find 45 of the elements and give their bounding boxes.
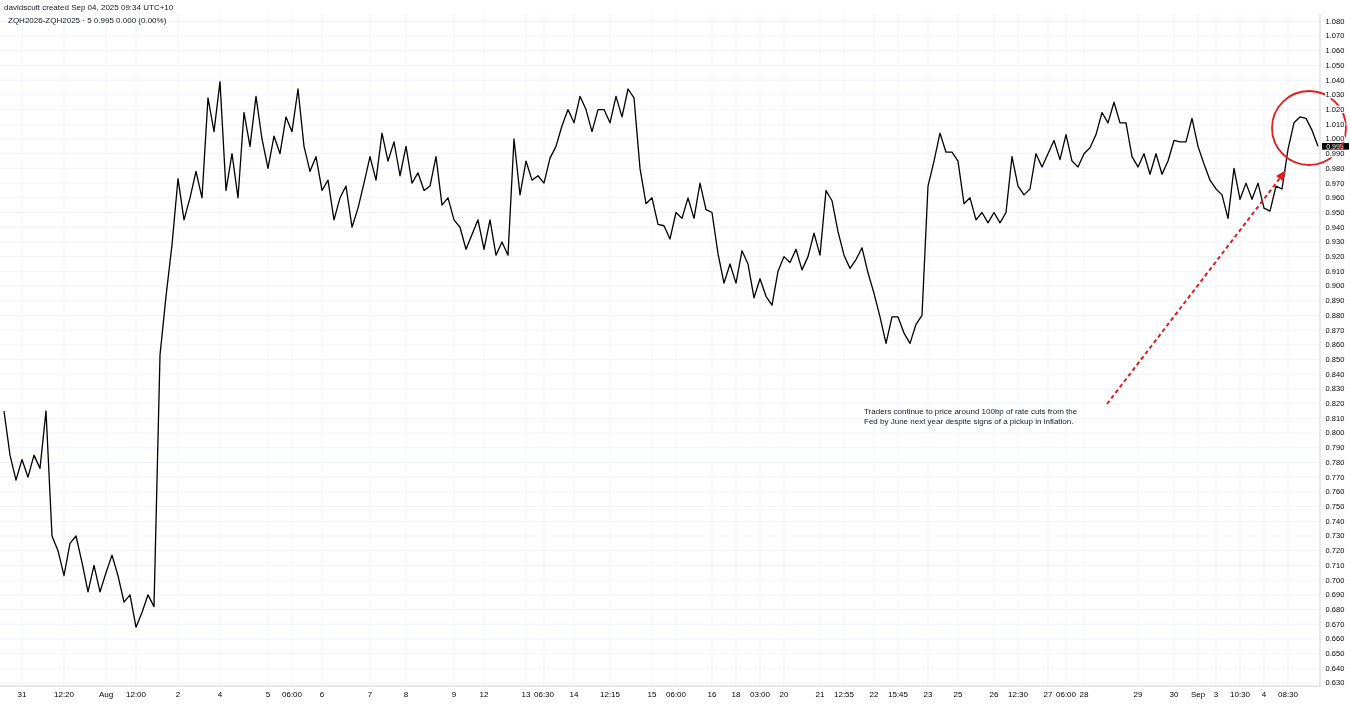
annotation: Traders continue to price around 100bp of rate cuts from the Fed by June next year despite signs of a pickup in inflation. (864, 407, 1078, 426)
x-tick-label: 9 (451, 690, 457, 699)
x-tick-label: 03:00 (749, 690, 771, 699)
x-tick-label: 06:00 (281, 690, 303, 699)
x-tick-label: 31 (17, 690, 27, 699)
x-tick-label: 23 (923, 690, 933, 699)
x-tick-label: 30 (1169, 690, 1179, 699)
x-tick-label: 4 (1261, 690, 1267, 699)
x-tick-label: 08:30 (1277, 690, 1299, 699)
x-tick-label: 10:30 (1229, 690, 1251, 699)
x-tick-label: Sep (1190, 690, 1206, 699)
chart-subtitle: davidscutt created Sep 04, 2025 09:34 UTC+10 (4, 3, 174, 12)
x-tick-label: 22 (869, 690, 879, 699)
x-tick-label: 12:30 (1007, 690, 1029, 699)
x-tick-label: Aug (98, 690, 114, 699)
x-tick-label: 28 (1079, 690, 1089, 699)
x-tick-label: 14 (569, 690, 579, 699)
x-tick-label: 29 (1133, 690, 1143, 699)
line-series (3, 80, 1319, 628)
x-tick-label: 25 (953, 690, 963, 699)
x-tick-label: 5 (265, 690, 271, 699)
x-tick-label: 21 (815, 690, 825, 699)
x-tick-label: 12:00 (125, 690, 147, 699)
x-tick-label: 16 (707, 690, 717, 699)
chart-title: ZQH2026-ZQH2025 · 5 0.995 0.000 (0.00%) (8, 16, 167, 25)
x-tick-label: 6 (319, 690, 325, 699)
x-tick-label: 12 (479, 690, 489, 699)
x-tick-label: 7 (367, 690, 373, 699)
x-tick-label: 15 (647, 690, 657, 699)
x-tick-label: 8 (403, 690, 409, 699)
x-tick-label: 12:20 (53, 690, 75, 699)
x-tick-label: 4 (217, 690, 223, 699)
x-tick-label: 3 (1213, 690, 1219, 699)
x-tick-label: 26 (989, 690, 999, 699)
x-tick-label: 20 (779, 690, 789, 699)
x-tick-label: 06:30 (533, 690, 555, 699)
x-tick-label: 12:15 (599, 690, 621, 699)
x-tick-label: 15:45 (887, 690, 909, 699)
x-tick-label: 13 (521, 690, 531, 699)
x-tick-label: 06:00 (665, 690, 687, 699)
x-tick-label: 12:55 (833, 690, 855, 699)
x-tick-label: 2 (175, 690, 181, 699)
x-tick-label: 06:00 (1055, 690, 1077, 699)
x-tick-label: 27 (1043, 690, 1053, 699)
x-tick-label: 18 (731, 690, 741, 699)
